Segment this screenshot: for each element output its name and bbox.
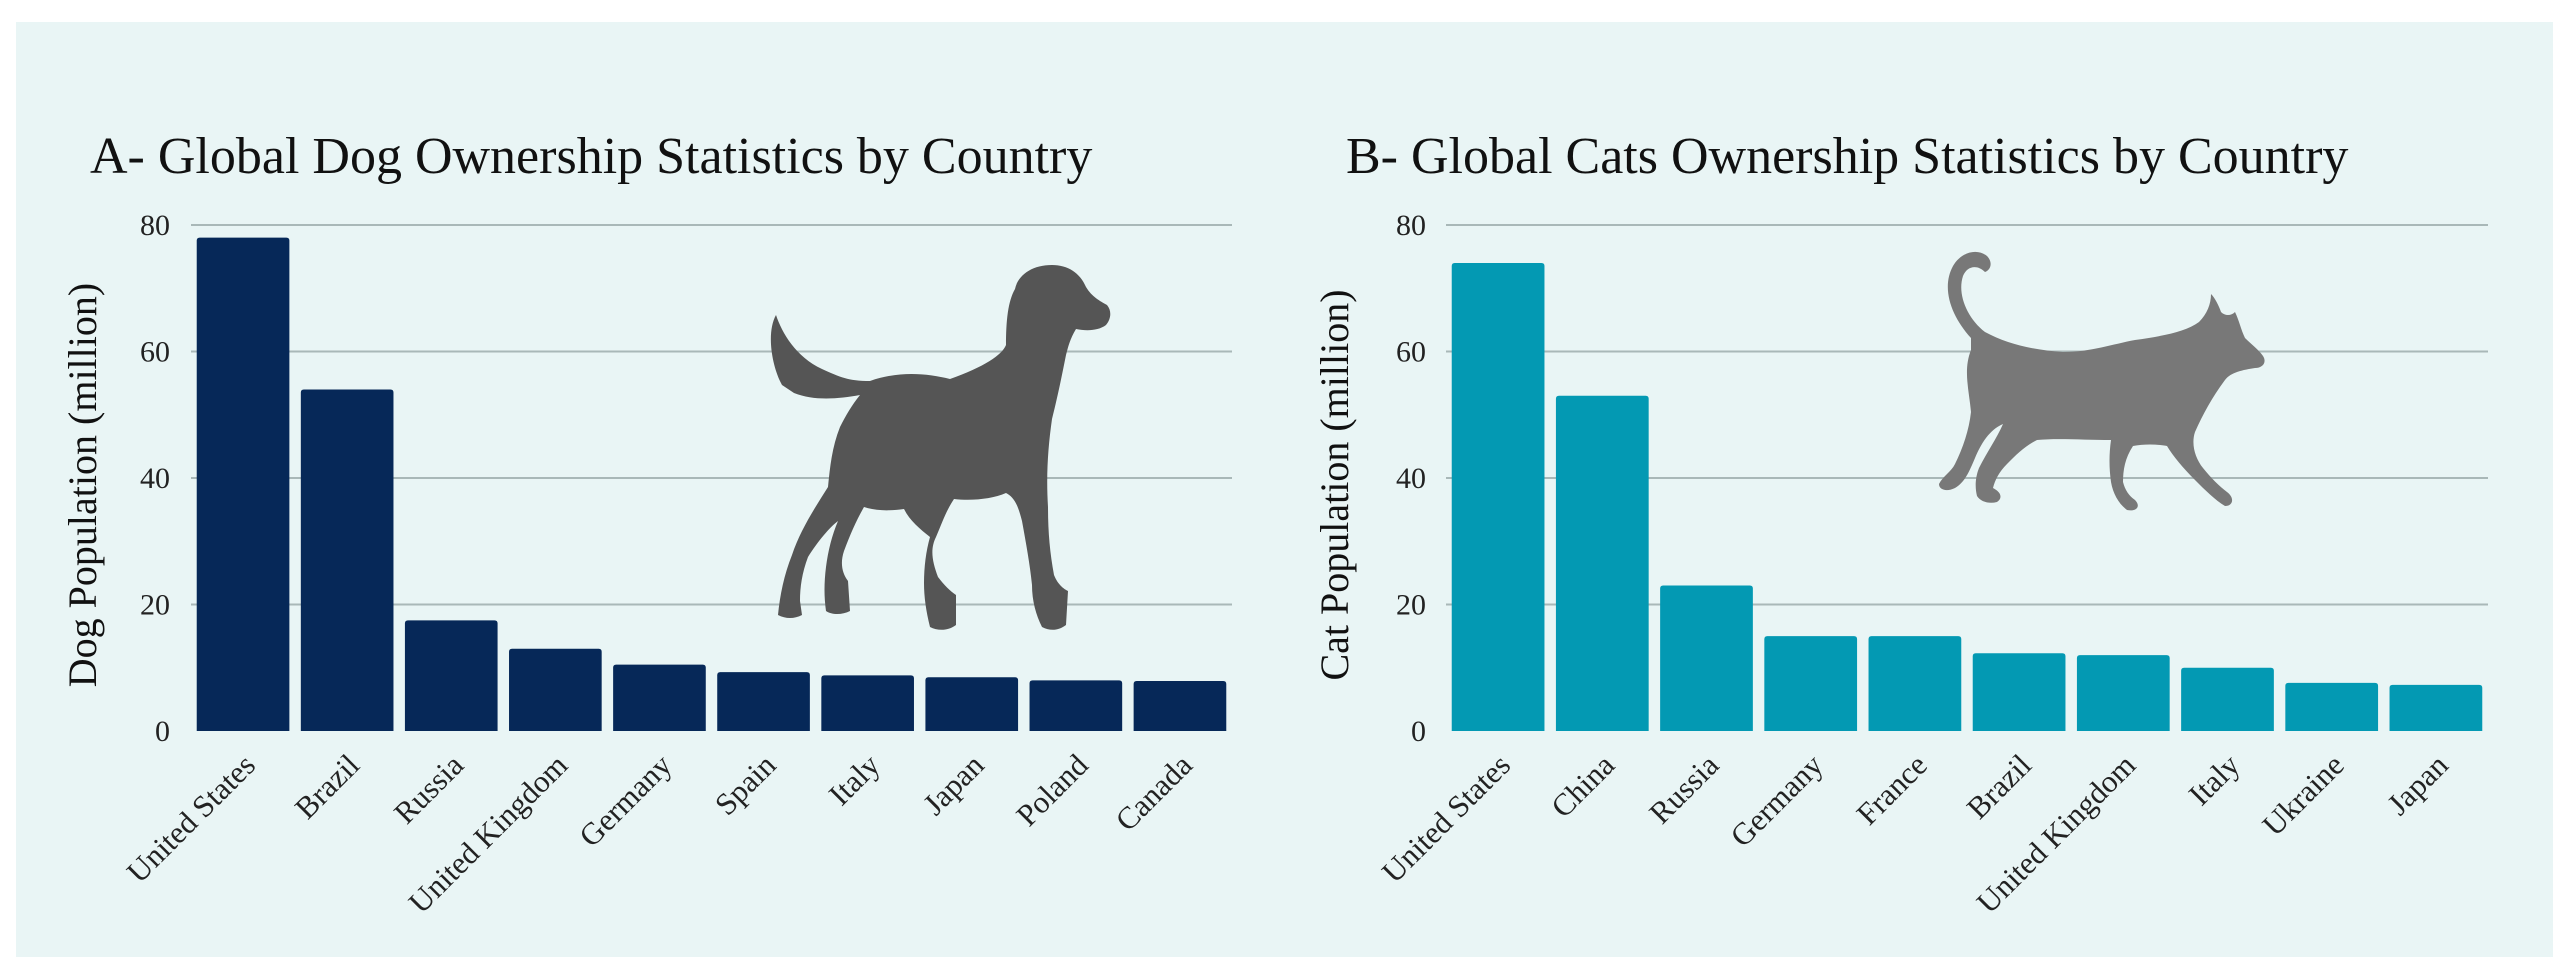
dog-bar bbox=[509, 648, 602, 731]
dog-chart-panel: A- Global Dog Ownership Statistics by Co… bbox=[60, 128, 1232, 920]
dog-bar bbox=[821, 675, 914, 731]
dog-chart-y-axis-label: Dog Population (million) bbox=[60, 283, 105, 687]
dog-bar bbox=[1133, 681, 1227, 731]
cat-chart-y-axis-label: Cat Population (million) bbox=[1312, 289, 1357, 680]
figure-background bbox=[16, 22, 2553, 957]
cat-chart-title: B- Global Cats Ownership Statistics by C… bbox=[1346, 128, 2348, 185]
dog-y-tick-label: 80 bbox=[140, 209, 170, 242]
dog-y-tick-label: 0 bbox=[155, 715, 170, 748]
cat-bar bbox=[2181, 667, 2274, 731]
cat-bar bbox=[2389, 684, 2483, 731]
cat-silhouette-icon bbox=[1939, 251, 2265, 511]
dog-y-tick-label: 60 bbox=[140, 336, 170, 369]
dog-chart-bars bbox=[196, 237, 1227, 731]
cat-bar bbox=[1972, 653, 2066, 731]
cat-bar bbox=[1451, 262, 1545, 731]
cat-y-tick-label: 40 bbox=[1396, 462, 1426, 495]
cat-chart-y-ticks: 0 20 40 60 80 bbox=[1396, 209, 1426, 748]
cat-chart-bars bbox=[1451, 262, 2483, 731]
cat-bar bbox=[1555, 395, 1649, 731]
cat-chart-gridlines bbox=[1446, 224, 2488, 606]
dog-bar bbox=[300, 389, 394, 731]
dog-bar bbox=[925, 677, 1019, 731]
dog-bar bbox=[613, 664, 706, 731]
cat-bar bbox=[1868, 636, 1962, 731]
cat-bar bbox=[2285, 682, 2379, 731]
dog-bar bbox=[196, 237, 290, 731]
cat-bar bbox=[1764, 636, 1858, 731]
dog-bar bbox=[404, 620, 498, 731]
cat-bar bbox=[1660, 585, 1753, 731]
dog-y-tick-label: 20 bbox=[140, 589, 170, 622]
cat-y-tick-label: 80 bbox=[1396, 209, 1426, 242]
dog-chart-y-ticks: 0 20 40 60 80 bbox=[140, 209, 170, 748]
dog-chart-title: A- Global Dog Ownership Statistics by Co… bbox=[90, 128, 1092, 185]
dog-y-tick-label: 40 bbox=[140, 462, 170, 495]
dog-silhouette-icon bbox=[770, 265, 1111, 630]
cat-y-tick-label: 20 bbox=[1396, 589, 1426, 622]
dog-bar bbox=[717, 672, 810, 731]
cat-y-tick-label: 0 bbox=[1411, 715, 1426, 748]
cat-y-tick-label: 60 bbox=[1396, 336, 1426, 369]
dog-bar bbox=[1029, 680, 1123, 731]
cat-bar bbox=[2076, 655, 2170, 731]
